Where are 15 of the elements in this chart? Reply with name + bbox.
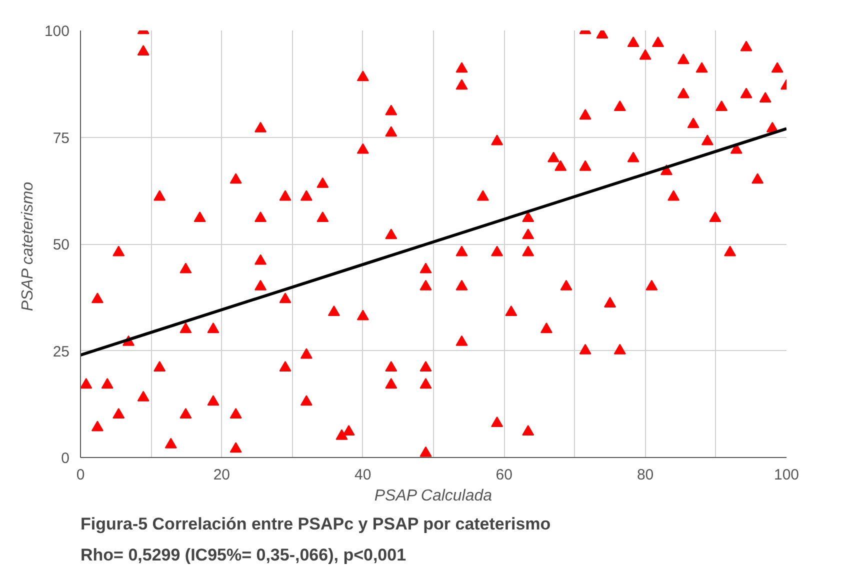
x-axis-title: PSAP Calculada [374,488,492,504]
y-tick-label: 50 [52,236,70,254]
y-tick-label: 0 [61,450,70,467]
x-tick-label: 0 [76,466,85,484]
x-tick-label: 20 [213,466,230,484]
text: Figura-5 Correlación entre PSAPc y PSAP por cateterismo [80,514,551,534]
x-tick-label: 40 [354,466,372,484]
x-tick-label: 60 [496,466,512,484]
x-tick-label: 80 [636,466,654,484]
text: Rho= 0,5299 (IC95%= 0,35-,066), p<0,001 [80,546,406,564]
y-tick-label: 25 [52,343,70,360]
x-tick-label: 100 [774,466,800,484]
y-tick-label: 75 [52,130,70,147]
y-tick-label: 100 [44,23,70,40]
y-axis-title: PSAP cateterismo [19,182,36,312]
